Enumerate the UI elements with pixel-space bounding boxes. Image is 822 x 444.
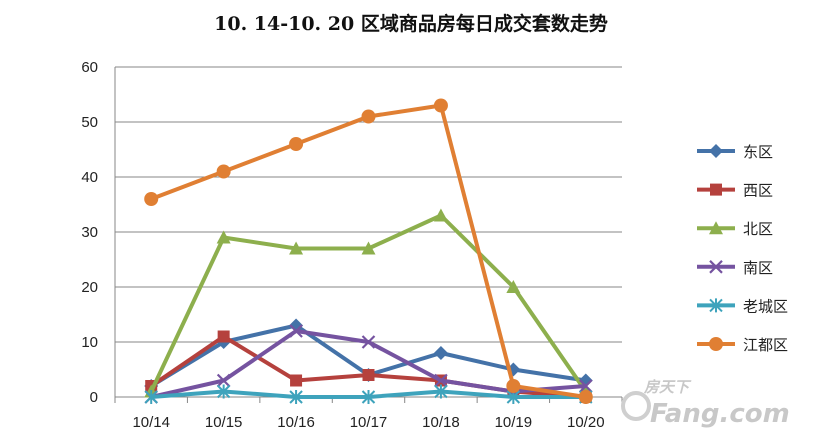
watermark-brand: Fang.com bbox=[650, 399, 790, 429]
legend-label: 老城区 bbox=[743, 297, 788, 315]
chart-title: 10. 14-10. 20 区域商品房每日成交套数走势 bbox=[214, 12, 608, 35]
data-point bbox=[216, 164, 231, 179]
series-5 bbox=[144, 98, 593, 404]
y-tick-label: 40 bbox=[81, 169, 98, 186]
legend-label: 江都区 bbox=[743, 336, 788, 354]
y-axis-ticks: 0 10 20 30 40 50 60 bbox=[81, 59, 98, 406]
data-point bbox=[361, 109, 376, 124]
series-lines bbox=[144, 98, 593, 404]
data-point bbox=[433, 98, 448, 113]
data-point bbox=[289, 390, 303, 404]
watermark-cn: 房天下 bbox=[643, 378, 692, 396]
data-point bbox=[578, 390, 593, 404]
data-point bbox=[506, 379, 521, 393]
data-point bbox=[579, 379, 593, 393]
legend-entry: 老城区 bbox=[697, 297, 788, 315]
x-tick-label: 10/16 bbox=[277, 414, 315, 431]
y-tick-label: 0 bbox=[90, 389, 98, 406]
x-tick-label: 10/17 bbox=[350, 414, 388, 431]
y-tick-label: 30 bbox=[81, 224, 98, 241]
data-point bbox=[434, 373, 448, 388]
data-point bbox=[290, 374, 303, 387]
data-point bbox=[144, 192, 159, 206]
legend-label: 西区 bbox=[743, 182, 773, 200]
legend-label: 北区 bbox=[743, 220, 773, 238]
series-4 bbox=[144, 384, 593, 404]
legend-label: 南区 bbox=[743, 259, 773, 277]
y-tick-label: 20 bbox=[81, 279, 98, 296]
data-point bbox=[289, 324, 303, 338]
y-tick-label: 50 bbox=[81, 114, 98, 131]
legend-marker bbox=[709, 298, 723, 313]
y-tick-label: 60 bbox=[81, 59, 98, 76]
data-point bbox=[289, 241, 304, 255]
y-tick-label: 10 bbox=[81, 334, 98, 351]
legend-entry: 北区 bbox=[697, 220, 773, 238]
legend-marker bbox=[709, 337, 723, 351]
legend-marker bbox=[709, 221, 723, 235]
data-point bbox=[144, 390, 158, 404]
data-point bbox=[216, 373, 231, 388]
data-point bbox=[216, 230, 231, 244]
legend-marker bbox=[709, 260, 723, 274]
legend-marker bbox=[709, 144, 723, 158]
data-point bbox=[433, 208, 448, 222]
data-point bbox=[289, 137, 304, 151]
data-point bbox=[361, 390, 376, 404]
watermark: 房天下 Fang.com bbox=[621, 378, 790, 429]
data-point bbox=[361, 335, 376, 349]
x-tick-label: 10/18 bbox=[422, 414, 460, 431]
x-tick-label: 10/15 bbox=[205, 414, 243, 431]
data-point bbox=[361, 241, 376, 255]
legend-entry: 西区 bbox=[697, 182, 773, 200]
data-point bbox=[433, 346, 448, 360]
x-axis-ticks: 10/14 10/15 10/16 10/17 10/18 10/19 10/20 bbox=[114, 397, 623, 431]
x-tick-label: 10/20 bbox=[567, 414, 605, 431]
legend-entry: 江都区 bbox=[697, 336, 788, 354]
data-point bbox=[217, 330, 230, 343]
data-point bbox=[434, 384, 448, 399]
data-point bbox=[506, 280, 521, 293]
data-point bbox=[362, 369, 375, 381]
x-tick-label: 10/19 bbox=[495, 414, 533, 431]
x-tick-label: 10/14 bbox=[132, 414, 170, 431]
legend-marker bbox=[710, 183, 722, 196]
legend-label: 东区 bbox=[743, 143, 773, 161]
watermark-logo-icon bbox=[621, 391, 651, 421]
data-point bbox=[216, 384, 231, 399]
legend-entry: 东区 bbox=[697, 143, 773, 161]
legend-entry: 南区 bbox=[697, 259, 773, 277]
